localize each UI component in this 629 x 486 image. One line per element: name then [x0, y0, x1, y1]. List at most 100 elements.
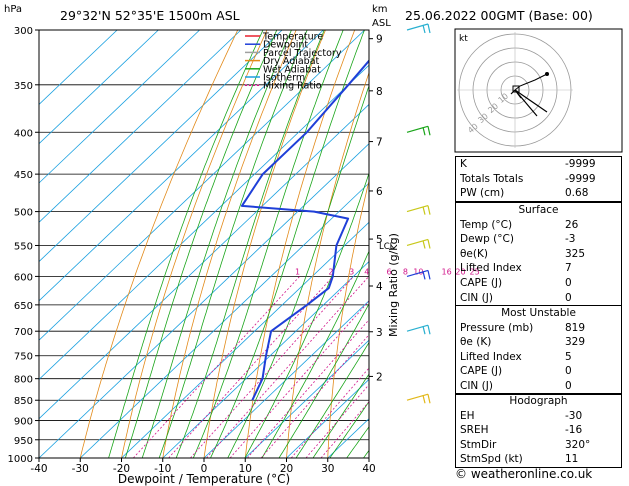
- datetime-title: 25.06.2022 00GMT (Base: 00): [405, 8, 593, 23]
- mixing-ratio-line: [260, 334, 369, 458]
- isotherm-line: [39, 30, 324, 302]
- mixing-ratio-label: 10: [413, 267, 423, 276]
- mixing-ratio-line: [190, 276, 354, 458]
- mixing-ratio-label: 8: [403, 267, 408, 276]
- pressure-tick-label: 750: [14, 352, 33, 363]
- row-label: CIN (J): [460, 291, 493, 304]
- isotherm-line: [162, 261, 369, 458]
- height-tick-label: 5: [376, 234, 383, 246]
- table-row: Totals Totals -9999: [456, 172, 621, 187]
- pressure-tick-label: 300: [14, 26, 33, 37]
- isotherm-line: [39, 64, 369, 380]
- row-label: CAPE (J): [460, 365, 503, 378]
- row-label: Temp (°C): [460, 218, 513, 231]
- wet-adiabat-line: [278, 302, 369, 458]
- row-label: CIN (J): [460, 379, 493, 392]
- mixing-ratio-label: 1: [295, 267, 300, 276]
- table-title: Most Unstable: [501, 307, 576, 319]
- isotherm-line: [39, 30, 283, 263]
- table-row: CAPE (J) 0: [456, 364, 621, 379]
- pressure-tick-label: 850: [14, 396, 33, 407]
- row-label: CAPE (J): [460, 276, 503, 289]
- wind-barb-icon: [406, 238, 431, 249]
- dry-adiabat-line: [327, 179, 369, 458]
- mixing-ratio-line: [206, 276, 369, 458]
- temperature-tick-label: -30: [72, 463, 89, 475]
- mixing-ratio-line: [305, 383, 369, 458]
- legend-entry: Temperature: [262, 32, 323, 43]
- row-label: SREH: [460, 424, 489, 437]
- table-title: Hodograph: [509, 395, 568, 407]
- row-value: -3: [565, 233, 576, 246]
- wet-adiabat-line: [175, 30, 325, 458]
- height-tick-label: 6: [376, 186, 383, 198]
- row-label: K: [460, 158, 467, 170]
- table-row: Lifted Index 5: [456, 350, 621, 365]
- wet-adiabat-line: [329, 400, 369, 458]
- row-value: 325: [565, 247, 586, 260]
- table-row: Pressure (mb) 819: [456, 321, 621, 336]
- hodograph-trace: [514, 73, 548, 91]
- table-row: K -9999: [456, 157, 621, 172]
- pressure-tick-label: 500: [14, 208, 33, 219]
- pressure-tick-label: 350: [14, 81, 33, 92]
- pressure-tick-label: 800: [14, 375, 33, 386]
- height-tick-label: 3: [376, 327, 383, 339]
- isotherm-line: [39, 30, 242, 223]
- legend-entry: Isotherm: [263, 73, 305, 84]
- pressure-tick-label: 600: [14, 272, 33, 283]
- row-value: 0.68: [565, 187, 589, 200]
- wind-barb-icon: [406, 125, 431, 136]
- row-value: -9999: [565, 172, 596, 185]
- temperature-tick-label: 30: [321, 463, 334, 475]
- isotherm-line: [39, 30, 159, 145]
- table-row: PW (cm) 0.68: [456, 186, 621, 201]
- row-value: 819: [565, 321, 586, 334]
- wet-adiabat-line: [346, 426, 369, 458]
- wind-barb-icon: [406, 324, 431, 335]
- table-row: θe(K) 325: [456, 247, 621, 262]
- row-value: 329: [565, 336, 586, 349]
- hodograph-table: Hodograph EH -30 SREH -16 StmDir 320° StmSpd (k…: [455, 393, 622, 468]
- hpa-label: hPa: [4, 4, 22, 15]
- wet-adiabat-line: [210, 30, 365, 458]
- row-value: 11: [565, 453, 579, 466]
- dry-adiabat-line: [79, 30, 239, 458]
- mixing-ratio-line: [229, 300, 369, 458]
- isotherm-line: [121, 221, 369, 458]
- isotherm-line: [39, 103, 369, 420]
- isotherm-line: [39, 30, 365, 341]
- row-label: θe (K): [460, 336, 492, 349]
- table-row: Temp (°C) 26: [456, 218, 621, 233]
- hodograph-marker: [512, 85, 520, 93]
- row-label: Totals Totals: [460, 172, 524, 185]
- asl-label: ASL: [372, 18, 391, 29]
- row-label: StmDir: [460, 438, 497, 451]
- wet-adiabat-line: [244, 171, 369, 458]
- row-label: Lifted Index: [460, 350, 522, 363]
- pressure-tick-label: 550: [14, 241, 33, 252]
- temperature-tick-label: 20: [280, 463, 293, 475]
- height-tick-label: 8: [376, 86, 383, 98]
- table-title: Surface: [518, 204, 559, 216]
- dry-adiabat-line: [121, 30, 268, 458]
- row-label: Lifted Index: [460, 262, 522, 275]
- credit-text: © weatheronline.co.uk: [455, 467, 593, 481]
- pressure-tick-label: 1000: [8, 454, 33, 465]
- wind-barb-icon: [406, 205, 431, 215]
- pressure-tick-label: 700: [14, 327, 33, 338]
- mixing-ratio-label: 4: [364, 267, 369, 276]
- isotherm-line: [39, 30, 200, 184]
- row-value: 5: [565, 350, 572, 363]
- wet-adiabat-line: [124, 30, 278, 458]
- table-row: StmDir 320°: [456, 438, 621, 453]
- lcl-label: LCL: [379, 242, 395, 252]
- isotherm-line: [39, 143, 369, 458]
- table-row: CAPE (J) 0: [456, 276, 621, 291]
- mixing-ratio-line: [133, 276, 300, 458]
- legend-entry: Mixing Ratio: [263, 81, 322, 92]
- mixing-ratio-label: 3: [349, 267, 354, 276]
- row-label: θe(K): [460, 247, 488, 260]
- plot-frame: [38, 29, 370, 459]
